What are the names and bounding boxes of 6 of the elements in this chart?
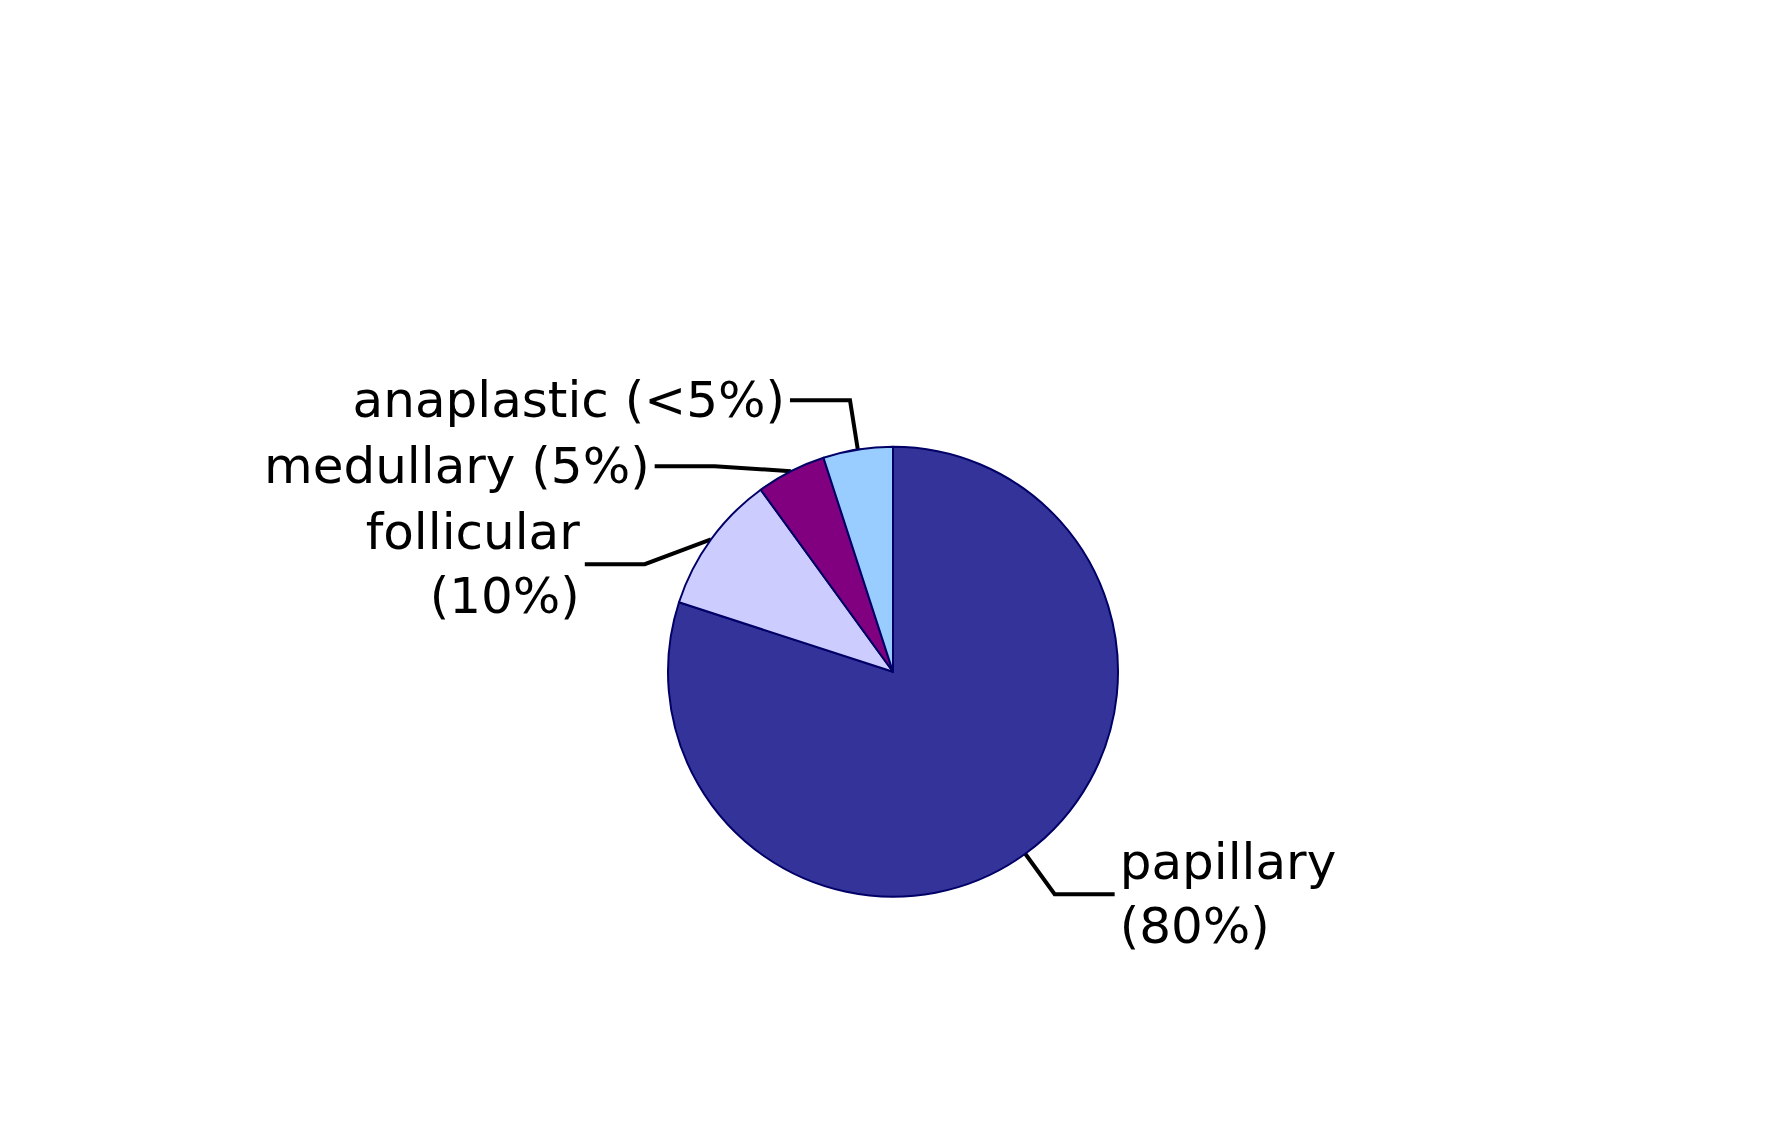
slice-label: anaplastic (<5%) bbox=[352, 371, 785, 430]
data-label: (80%) bbox=[1119, 897, 1270, 956]
slice-label: follicular bbox=[365, 503, 581, 562]
slice-label: papillary bbox=[1119, 833, 1337, 892]
data-label: (10%) bbox=[429, 567, 580, 626]
slice-label: medullary (5%) bbox=[263, 437, 650, 496]
